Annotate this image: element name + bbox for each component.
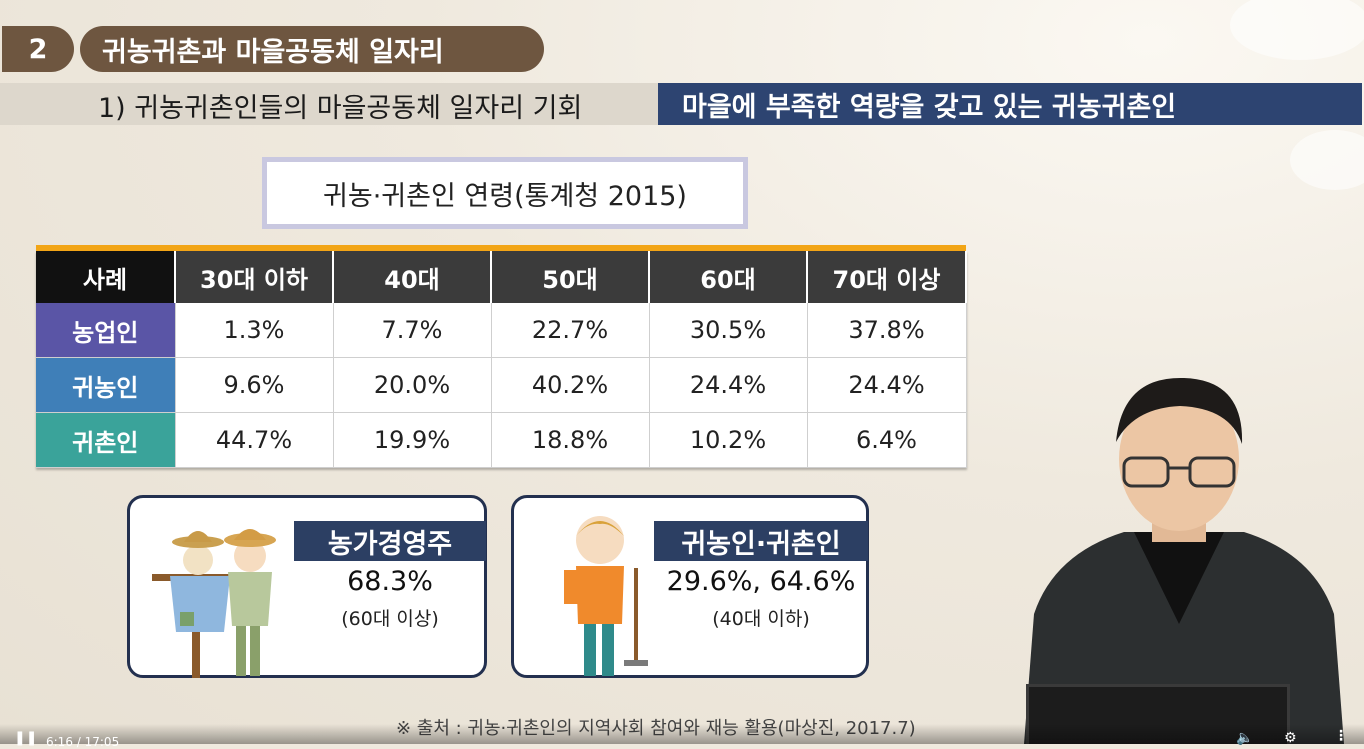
time-display: 6:16 / 17:05: [46, 735, 120, 749]
column-header: 사례: [36, 251, 176, 303]
card-label: 귀농인·귀촌인: [654, 521, 868, 561]
settings-icon[interactable]: ⚙: [1284, 730, 1297, 746]
table-title: 귀농·귀촌인 연령(통계청 2015): [262, 157, 748, 229]
row-header: 귀촌인: [36, 412, 176, 468]
table-cell: 18.8%: [491, 412, 650, 468]
table-cell: 37.8%: [807, 303, 967, 358]
volume-icon[interactable]: 🔈: [1236, 730, 1254, 746]
table-cell: 1.3%: [175, 303, 334, 358]
young-farmer-illustration: [564, 516, 648, 676]
table-cell: 6.4%: [807, 412, 967, 468]
table-cell: 9.6%: [175, 357, 334, 413]
table-row: 귀촌인 44.7% 19.9% 18.8% 10.2% 6.4%: [36, 412, 967, 468]
scarecrow-farmer-illustration: [152, 529, 276, 678]
column-header: 40대: [333, 251, 492, 303]
table-row: 귀농인 9.6% 20.0% 40.2% 24.4% 24.4%: [36, 357, 967, 413]
table-cell: 40.2%: [491, 357, 650, 413]
section-number: 2: [2, 26, 74, 72]
table-cell: 24.4%: [649, 357, 808, 413]
table-cell: 7.7%: [333, 303, 492, 358]
table-header-row: 사례 30대 이하 40대 50대 60대 70대 이상: [36, 251, 967, 303]
card-label: 농가경영주: [294, 521, 486, 561]
column-header: 50대: [491, 251, 650, 303]
farm-manager-card: 농가경영주 68.3% (60대 이상): [127, 495, 487, 678]
row-header: 귀농인: [36, 357, 176, 413]
table-cell: 24.4%: [807, 357, 967, 413]
table-row: 농업인 1.3% 7.7% 22.7% 30.5% 37.8%: [36, 303, 967, 358]
column-header: 30대 이하: [175, 251, 334, 303]
flower-decoration: [1230, 0, 1364, 60]
age-table: 사례 30대 이하 40대 50대 60대 70대 이상 농업인 1.3% 7.…: [36, 251, 967, 468]
table-cell: 30.5%: [649, 303, 808, 358]
table-cell: 20.0%: [333, 357, 492, 413]
column-header: 70대 이상: [807, 251, 967, 303]
flower-decoration: [1290, 130, 1364, 190]
highlight-banner: 마을에 부족한 역량을 갖고 있는 귀농귀촌인: [658, 83, 1362, 125]
card-value: 29.6%, 64.6%: [666, 566, 856, 597]
returnee-card: 귀농인·귀촌인 29.6%, 64.6% (40대 이하): [511, 495, 869, 678]
table-accent-line: [36, 245, 966, 251]
column-header: 60대: [649, 251, 808, 303]
more-icon[interactable]: ⋮: [1334, 728, 1348, 744]
card-note: (60대 이상): [341, 608, 439, 630]
table-cell: 19.9%: [333, 412, 492, 468]
card-note: (40대 이하): [712, 608, 810, 630]
pause-icon[interactable]: ❚❚: [14, 730, 38, 746]
card-value: 68.3%: [347, 566, 433, 597]
table-cell: 22.7%: [491, 303, 650, 358]
section-title: 귀농귀촌과 마을공동체 일자리: [80, 26, 544, 72]
subtitle: 1) 귀농귀촌인들의 마을공동체 일자리 기회: [98, 93, 583, 124]
subtitle-bar: [0, 83, 658, 125]
table-cell: 44.7%: [175, 412, 334, 468]
source-note: ※ 출처 : 귀농·귀촌인의 지역사회 참여와 재능 활용(마상진, 2017.…: [396, 714, 916, 740]
table-cell: 10.2%: [649, 412, 808, 468]
video-controls-bar: [0, 724, 1364, 744]
laptop: [1026, 684, 1290, 744]
row-header: 농업인: [36, 303, 176, 358]
